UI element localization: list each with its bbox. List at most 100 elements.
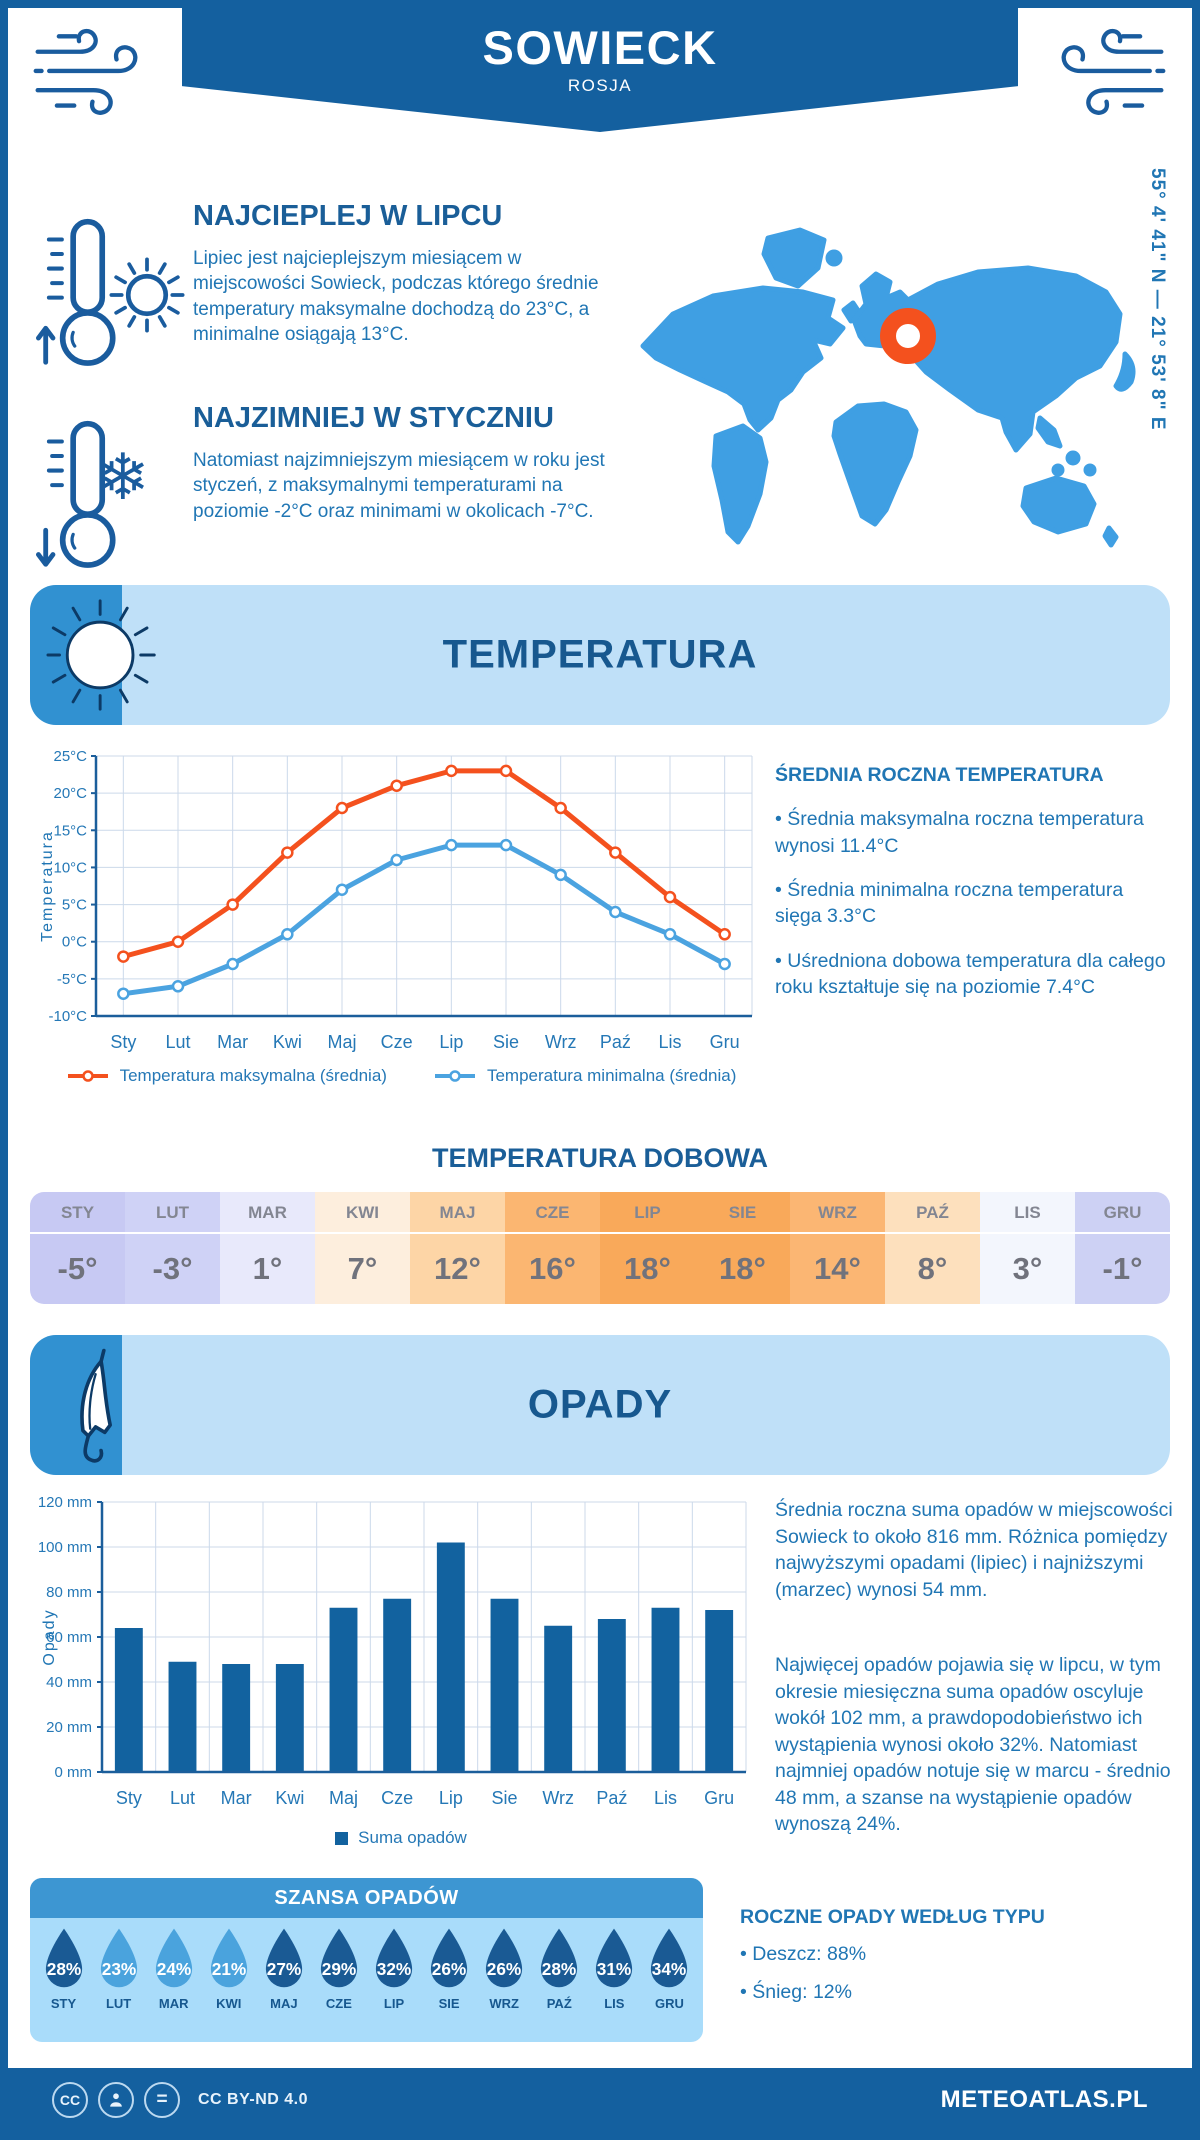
svg-text:Kwi: Kwi <box>273 1032 302 1052</box>
svg-text:Maj: Maj <box>327 1032 356 1052</box>
daily-temp-month: KWI <box>315 1192 410 1234</box>
svg-text:-10°C: -10°C <box>48 1008 87 1025</box>
precip-chance-month: PAŹ <box>546 1996 572 2011</box>
daily-temp-month: WRZ <box>790 1192 885 1234</box>
daily-temp-month: PAŹ <box>885 1192 980 1234</box>
coordinates-label: 55° 4' 41" N — 21° 53' 8" E <box>1147 168 1168 431</box>
precip-chance-month: LIP <box>383 1996 405 2011</box>
daily-temp-value: 14° <box>814 1251 861 1286</box>
svg-text:Mar: Mar <box>221 1788 252 1808</box>
precip-chance-month: LIS <box>604 1996 625 2011</box>
precip-chance-item: 21% KWI <box>201 1926 256 2011</box>
svg-text:Lis: Lis <box>654 1788 677 1808</box>
wind-icon-right <box>1061 28 1166 115</box>
svg-text:28%: 28% <box>542 1959 577 1979</box>
daily-temp-value: 1° <box>252 1251 283 1286</box>
svg-text:5°C: 5°C <box>62 897 87 914</box>
sun-icon <box>109 257 185 333</box>
svg-text:Mar: Mar <box>217 1032 248 1052</box>
precip-type-panel: ROCZNE OPADY WEDŁUG TYPU • Deszcz: 88% •… <box>740 1893 1170 2005</box>
daily-temp-value: 12° <box>434 1251 481 1286</box>
page-subtitle: ROSJA <box>567 76 633 95</box>
world-map <box>640 227 1136 548</box>
precip-type-rain: • Deszcz: 88% <box>740 1943 867 1966</box>
raindrop-icon: 21% <box>210 1928 247 1988</box>
precip-chance-month: MAJ <box>270 1996 298 2011</box>
raindrop-icon: 28% <box>541 1928 578 1988</box>
svg-text:20°C: 20°C <box>53 785 87 802</box>
svg-text:Opady: Opady <box>41 1608 58 1665</box>
daily-temp-column: LIP 18° <box>600 1192 695 1304</box>
daily-temp-column: WRZ 14° <box>790 1192 885 1304</box>
svg-text:23%: 23% <box>101 1959 136 1979</box>
daily-temp-value: 3° <box>1012 1251 1043 1286</box>
precipitation-banner-title: OPADY <box>527 1382 673 1427</box>
precipitation-summary-text: Średnia roczna suma opadów w miejscowośc… <box>775 1499 1173 1601</box>
svg-text:29%: 29% <box>322 1959 357 1979</box>
daily-temp-column: STY -5° <box>30 1192 125 1304</box>
daily-temp-month: CZE <box>505 1192 600 1234</box>
site-logo[interactable]: METEOATLAS.PL <box>940 2086 1148 2113</box>
svg-text:28%: 28% <box>46 1959 81 1979</box>
precip-type-snow: • Śnieg: 12% <box>740 1980 852 2003</box>
precip-chance-item: 27% MAJ <box>256 1926 311 2011</box>
annual-temperature-panel: ŚREDNIA ROCZNA TEMPERATURA • Średnia mak… <box>775 744 1175 1000</box>
raindrop-icon: 32% <box>375 1928 413 1988</box>
precip-type-title: ROCZNE OPADY WEDŁUG TYPU <box>740 1906 1045 1928</box>
daily-temp-month: STY <box>30 1192 125 1234</box>
license-label: CC BY-ND 4.0 <box>198 2091 309 2108</box>
license-badge[interactable]: CC = CC BY-ND 4.0 <box>52 2082 308 2118</box>
svg-text:27%: 27% <box>267 1959 302 1979</box>
raindrop-icon: 28% <box>45 1928 82 1988</box>
daily-temp-month: SIE <box>695 1192 790 1234</box>
svg-text:24%: 24% <box>156 1959 191 1979</box>
daily-temp-month: MAR <box>220 1192 315 1234</box>
svg-text:Wrz: Wrz <box>545 1032 577 1052</box>
svg-text:10°C: 10°C <box>53 859 87 876</box>
precip-chance-drops: 28% STY 23% LUT 24% MAR 21% KWI 27% MAJ … <box>30 1918 703 2011</box>
legend-item: Temperatura minimalna (średnia) <box>433 1066 736 1086</box>
daily-temp-value: -3° <box>152 1251 193 1286</box>
raindrop-icon: 23% <box>100 1928 137 1988</box>
precip-chance-month: KWI <box>216 1996 242 2011</box>
daily-temp-value: -5° <box>57 1251 98 1286</box>
cold-month-text: Natomiast najzimniejszym miesiącem w rok… <box>193 450 605 522</box>
warm-month-title: NAJCIEPLEJ W LIPCU <box>193 200 503 232</box>
precip-chance-item: 23% LUT <box>91 1926 146 2011</box>
precip-chance-month: STY <box>50 1996 77 2011</box>
svg-text:25°C: 25°C <box>53 748 87 765</box>
line-chart-legend: Temperatura maksymalna (średnia) Tempera… <box>36 1066 766 1086</box>
svg-text:Cze: Cze <box>381 1032 413 1052</box>
daily-temp-value: -1° <box>1102 1251 1143 1286</box>
svg-text:34%: 34% <box>652 1959 687 1979</box>
svg-text:80 mm: 80 mm <box>46 1584 92 1601</box>
raindrop-icon: 26% <box>430 1928 468 1988</box>
svg-text:Lip: Lip <box>439 1788 463 1808</box>
precip-chance-item: 26% WRZ <box>477 1926 532 2011</box>
precip-chance-item: 24% MAR <box>146 1926 201 2011</box>
precip-chance-item: 29% CZE <box>311 1926 366 2011</box>
precip-chance-title: SZANSA OPADÓW <box>30 1878 703 1918</box>
annual-bullet-min: • Średnia minimalna roczna temperatura s… <box>775 878 1124 928</box>
svg-text:Temperatura: Temperatura <box>39 830 56 942</box>
precip-chance-item: 26% SIE <box>422 1926 477 2011</box>
thermometer-up-icon <box>36 218 116 366</box>
precipitation-section-banner: OPADY <box>30 1335 1170 1475</box>
legend-item: Temperatura maksymalna (średnia) <box>66 1066 387 1086</box>
raindrop-icon: 31% <box>596 1928 633 1988</box>
svg-text:20 mm: 20 mm <box>46 1719 92 1736</box>
svg-text:40 mm: 40 mm <box>46 1674 92 1691</box>
daily-temp-column: LIS 3° <box>980 1192 1075 1304</box>
daily-temp-column: LUT -3° <box>125 1192 220 1304</box>
precip-chance-month: GRU <box>654 1996 684 2011</box>
umbrella-icon <box>80 1348 112 1463</box>
precip-chance-month: LUT <box>105 1996 132 2011</box>
raindrop-icon: 26% <box>486 1928 523 1988</box>
daily-temp-month: LIP <box>600 1192 695 1234</box>
precip-chance-item: 31% LIS <box>587 1926 642 2011</box>
cc-icon: CC <box>52 2082 88 2118</box>
daily-temp-column: MAJ 12° <box>410 1192 505 1304</box>
header-banner: SOWIECK ROSJA <box>182 8 1018 132</box>
raindrop-icon: 29% <box>320 1928 358 1988</box>
bar-chart-legend: Suma opadów <box>36 1828 766 1848</box>
